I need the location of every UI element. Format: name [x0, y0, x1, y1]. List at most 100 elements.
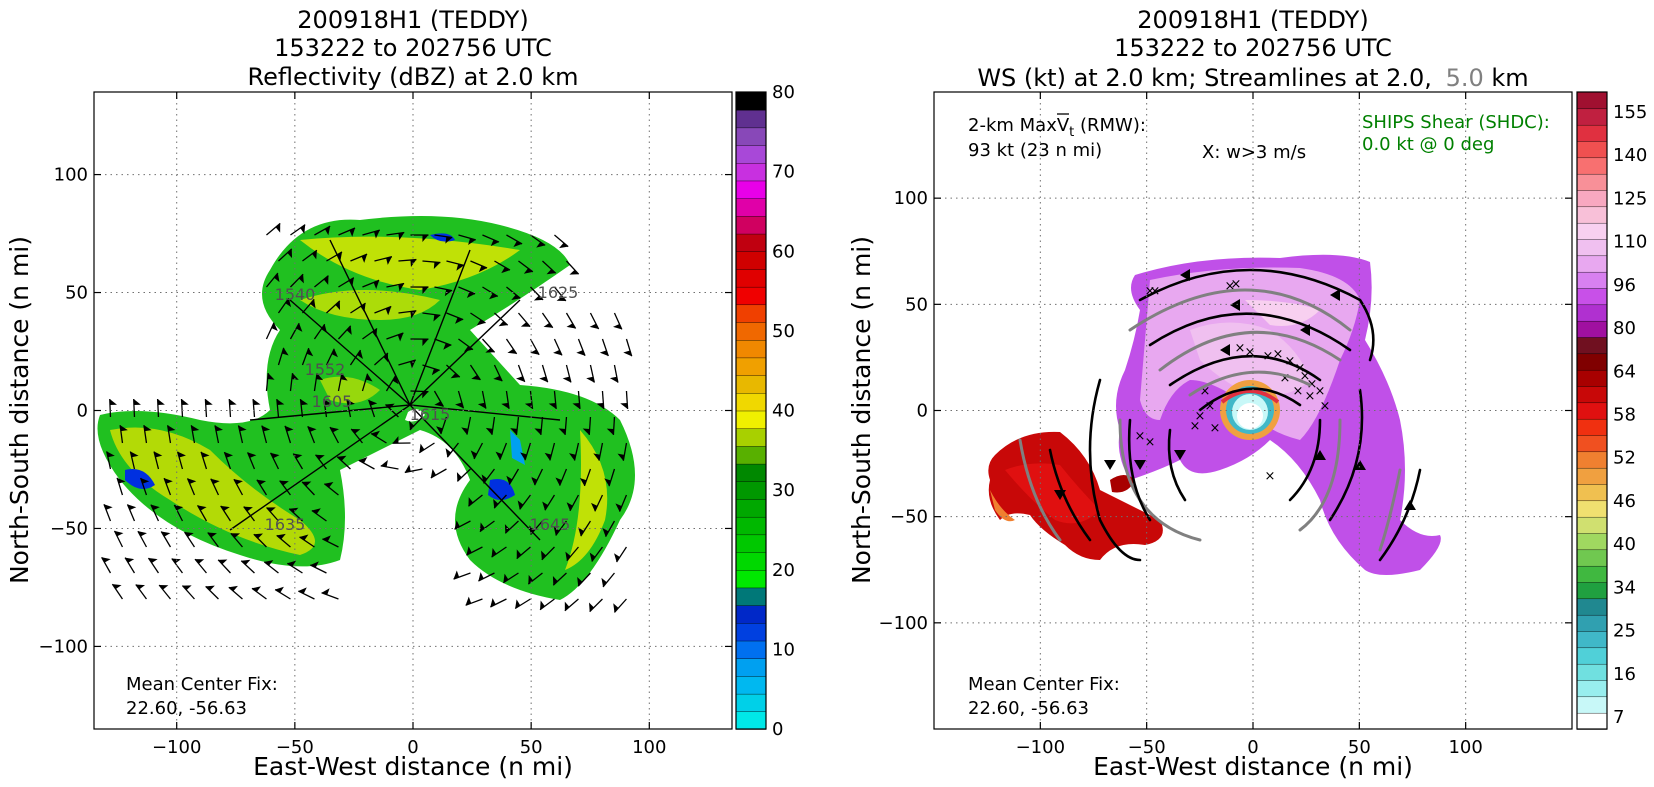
wind-barb-flag: [311, 508, 321, 514]
wind-barb-flag: [468, 497, 474, 507]
right-title-line-1: 200918H1 (TEDDY): [1137, 6, 1368, 34]
wind-barb-flag: [566, 502, 573, 511]
wind-barb-flag: [392, 375, 399, 385]
wind-barb-flag: [103, 504, 113, 510]
colorbar-tick-label: 140: [1613, 145, 1647, 166]
wind-barb-flag: [455, 402, 464, 409]
wind-barb-flag: [300, 224, 306, 234]
colorbar-swatch: [1576, 271, 1608, 289]
colorbar-swatch: [735, 551, 767, 571]
y-tick-label: −50: [890, 507, 928, 528]
left-panel: 200918H1 (TEDDY) 153222 to 202756 UTC Re…: [5, 6, 795, 781]
wind-barb-flag: [422, 339, 429, 347]
wind-barb-flag: [602, 527, 609, 537]
wind-barb: [217, 559, 231, 574]
wind-barb-flag: [530, 349, 540, 355]
wind-barb-flag: [135, 584, 145, 590]
wind-barb-flag: [337, 455, 347, 461]
wind-barb: [101, 556, 112, 574]
wind-barb-flag: [159, 585, 169, 590]
colorbar-swatch: [735, 711, 767, 730]
colorbar-swatch: [1576, 451, 1608, 469]
wind-barb-flag: [422, 391, 429, 399]
wind-barb: [263, 561, 279, 574]
colorbar-swatch: [735, 286, 767, 306]
wind-barb-flag: [167, 425, 176, 432]
updraft-x-mark: ×: [1305, 389, 1316, 404]
wind-barb-flag: [613, 323, 622, 330]
wind-barb: [266, 507, 279, 522]
colorbar-swatch: [735, 622, 767, 642]
wind-barb-flag: [503, 573, 509, 583]
wind-barb: [290, 224, 306, 236]
wind-barb: [616, 546, 628, 563]
wind-barb: [540, 416, 544, 435]
wind-barb-flag: [154, 451, 163, 458]
wind-barb-flag: [465, 596, 472, 606]
wind-barb-flag: [184, 531, 194, 537]
wind-barb-flag: [410, 310, 417, 319]
streamline-arrow: [1104, 460, 1116, 470]
wind-barb-flag: [357, 350, 363, 359]
time-label: 1635: [265, 515, 306, 534]
wind-barb-flag: [489, 293, 498, 300]
wind-barb: [362, 327, 378, 340]
colorbar-swatch: [735, 392, 767, 412]
maxvt-value: 93 kt (23 n mi): [968, 140, 1102, 161]
wind-barb: [465, 598, 483, 606]
wind-barb-flag: [530, 476, 538, 486]
wind-barb-flag: [477, 402, 486, 409]
wind-barb-flag: [150, 504, 160, 511]
streamline-arrow: [1230, 299, 1240, 311]
wind-barb: [284, 425, 292, 444]
wind-barb-flag: [322, 535, 331, 542]
right-center-fix-value: 22.60, -56.63: [968, 698, 1089, 719]
colorbar-swatch: [735, 374, 767, 394]
left-center-fix-label: Mean Center Fix:: [126, 674, 278, 695]
colorbar-swatch: [1576, 255, 1608, 273]
wind-barb-flag: [606, 428, 614, 435]
streamline-arrow: [1134, 460, 1146, 470]
streamline-arrow: [1330, 289, 1340, 301]
wind-barb-flag: [553, 526, 560, 536]
wind-barb-flag: [182, 585, 192, 591]
wind-barb-flag: [365, 373, 373, 382]
colorbar-swatch: [1576, 663, 1608, 681]
wind-barb-flag: [385, 306, 392, 316]
right-windspeed-field: ×× ××× × × ××××× ×××××× ×× ×××× ×: [988, 254, 1441, 576]
wind-barb: [468, 494, 483, 507]
wind-barb-flag: [316, 373, 324, 381]
colorbar-swatch: [735, 91, 767, 111]
colorbar-tick-label: 64: [1613, 361, 1636, 382]
wind-barb-flag: [591, 502, 598, 512]
colorbar-tick-label: 40: [772, 401, 795, 422]
wind-barb-flag: [148, 558, 158, 564]
wind-barb-flag: [120, 425, 128, 432]
wind-barb-flag: [461, 427, 469, 435]
wind-barb-flag: [310, 561, 319, 568]
wind-barb-flag: [444, 289, 453, 297]
wind-barb: [613, 598, 627, 613]
wind-barb-flag: [577, 577, 583, 587]
right-title-line-3: WS (kt) at 2.0 km; Streamlines at 2.0, 5…: [977, 64, 1528, 92]
wind-barb-flag: [224, 452, 234, 458]
wind-barb-flag: [253, 533, 263, 539]
wind-barb-flag: [463, 346, 473, 352]
wind-barb-flag: [533, 295, 544, 301]
wind-barb-flag: [617, 453, 625, 461]
wind-barb: [564, 598, 579, 612]
colorbar-tick-label: 40: [1613, 534, 1636, 555]
colorbar-tick-label: 96: [1613, 275, 1636, 296]
x-tick-label: 0: [407, 737, 418, 758]
wind-barb-flag: [270, 452, 280, 459]
updraft-x-mark: ×: [1210, 421, 1221, 436]
colorbar-swatch: [1576, 238, 1608, 257]
wind-barb-flag: [117, 477, 126, 484]
wind-barb-flag: [586, 376, 595, 383]
wind-barb-flag: [576, 350, 586, 356]
wind-barb-flag: [291, 373, 299, 380]
wind-barb: [529, 338, 540, 356]
wind-barb-flag: [540, 600, 545, 610]
wind-barb-flag: [256, 479, 267, 485]
